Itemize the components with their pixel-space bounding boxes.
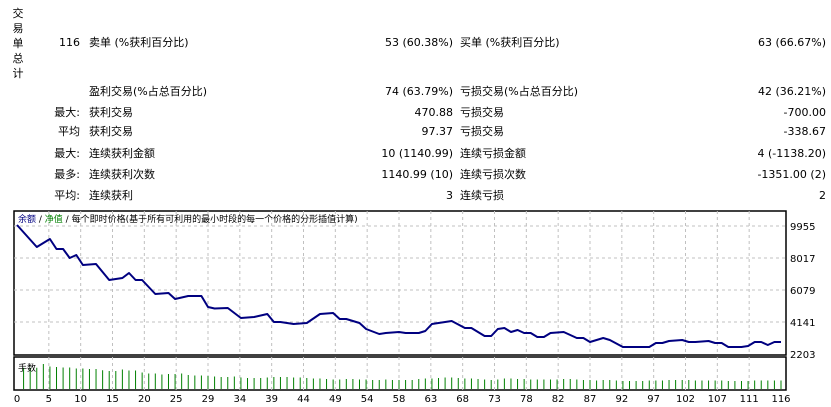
summary-row: 最多: 连续获利次数 1140.99 (10) 连续亏损次数 -1351.00 (2) — [0, 167, 831, 183]
x-tick-label: 34 — [233, 394, 246, 405]
x-tick-label: 116 — [771, 394, 790, 405]
left-label: 获利交易 — [89, 125, 133, 138]
summary-row: 最大: 获利交易 470.88 亏损交易 -700.00 — [0, 105, 831, 121]
left-value: 74 (63.79%) — [384, 85, 453, 98]
left-value: 10 (1140.99) — [381, 147, 453, 160]
left-label: 获利交易 — [89, 106, 133, 119]
x-tick-label: 63 — [424, 394, 437, 405]
right-label: 亏损交易 — [460, 125, 504, 138]
x-tick-label: 102 — [676, 394, 695, 405]
summary-row: 最大: 连续获利金额 10 (1140.99) 连续亏损金额 4 (-1138.20) — [0, 146, 831, 162]
x-tick-label: 15 — [106, 394, 119, 405]
right-value: 63 (66.67%) — [757, 36, 826, 49]
x-tick-label: 5 — [46, 394, 52, 405]
x-tick-label: 44 — [297, 394, 310, 405]
summary-row: 平均 获利交易 97.37 亏损交易 -338.67 — [0, 124, 831, 140]
row-prefix: 最大: — [54, 106, 80, 119]
x-tick-label: 39 — [265, 394, 278, 405]
right-label: 连续亏损 — [460, 189, 504, 202]
right-value: -700.00 — [783, 106, 826, 119]
x-tick-label: 49 — [329, 394, 342, 405]
x-tick-label: 29 — [202, 394, 215, 405]
y-tick-label: 4141 — [790, 318, 815, 329]
summary-row: 平均: 连续获利 3 连续亏损 2 — [0, 188, 831, 204]
chart-legend: 余额 / 净值 / 每个即时价格(基于所有可利用的最小时段的每一个价格的分形插值… — [18, 213, 358, 225]
left-value: 97.37 — [421, 125, 454, 138]
row-prefix: 最大: — [54, 147, 80, 160]
row-prefix: 最多: — [54, 168, 80, 181]
x-tick-label: 92 — [615, 394, 628, 405]
legend-separator: / — [63, 215, 72, 225]
x-tick-label: 10 — [74, 394, 87, 405]
x-tick-label: 20 — [138, 394, 151, 405]
row-prefix: 116 — [59, 36, 80, 49]
right-value: 4 (-1138.20) — [757, 147, 826, 160]
section-label: 交易单总计 — [12, 7, 24, 80]
x-tick-label: 73 — [488, 394, 501, 405]
right-label: 亏损交易 — [460, 106, 504, 119]
x-tick-label: 25 — [170, 394, 183, 405]
right-value: 42 (36.21%) — [757, 85, 826, 98]
x-tick-label: 54 — [361, 394, 374, 405]
right-label: 连续亏损次数 — [460, 168, 526, 181]
legend-balance: 余额 — [18, 213, 36, 225]
right-label: 买单 (%获利百分比) — [460, 36, 560, 49]
row-prefix: 平均: — [54, 189, 80, 202]
left-value: 1140.99 (10) — [381, 168, 453, 181]
summary-row: 116 卖单 (%获利百分比) 53 (60.38%) 买单 (%获利百分比) 63 (… — [0, 35, 831, 51]
x-tick-label: 58 — [393, 394, 406, 405]
y-tick-label: 9955 — [790, 222, 815, 233]
y-tick-label: 6079 — [790, 286, 815, 297]
x-tick-label: 107 — [708, 394, 727, 405]
left-label: 连续获利金额 — [89, 147, 155, 160]
left-label: 连续获利 — [89, 189, 133, 202]
left-value: 470.88 — [414, 106, 454, 119]
x-tick-label: 82 — [552, 394, 565, 405]
legend-model: 每个即时价格(基于所有可利用的最小时段的每一个价格的分形插值计算) — [72, 213, 358, 225]
left-label: 盈利交易(%占总百分比) — [89, 85, 208, 98]
volume-label: 手数 — [18, 362, 36, 374]
x-tick-label: 111 — [740, 394, 759, 405]
x-tick-label: 68 — [456, 394, 469, 405]
left-value: 3 — [446, 189, 453, 202]
balance-chart: 0 5 10 15 20 25 29 34 39 44 49 54 58 63 68 73 78 82 87 92 97… — [13, 210, 815, 405]
right-value: 2 — [819, 189, 826, 202]
x-tick-label: 97 — [647, 394, 660, 405]
x-tick-label: 78 — [520, 394, 533, 405]
right-label: 亏损交易(%占总百分比) — [460, 85, 579, 98]
y-tick-label: 8017 — [790, 254, 815, 265]
balance-line — [16, 224, 781, 348]
row-prefix: 平均 — [58, 125, 80, 138]
main-plot-frame — [13, 210, 787, 356]
left-value: 53 (60.38%) — [384, 36, 453, 49]
y-tick-label: 2203 — [790, 350, 815, 361]
volume-plot-frame — [13, 356, 787, 391]
right-value: -338.67 — [783, 125, 826, 138]
right-value: -1351.00 (2) — [757, 168, 826, 181]
left-label: 卖单 (%获利百分比) — [89, 36, 189, 49]
legend-separator: / — [36, 215, 45, 225]
right-label: 连续亏损金额 — [460, 147, 526, 160]
summary-row: 盈利交易(%占总百分比) 74 (63.79%) 亏损交易(%占总百分比) 42 (3… — [0, 84, 831, 100]
left-label: 连续获利次数 — [89, 168, 155, 181]
legend-equity: 净值 — [45, 213, 63, 225]
x-tick-label: 0 — [14, 394, 20, 405]
x-tick-label: 87 — [584, 394, 597, 405]
